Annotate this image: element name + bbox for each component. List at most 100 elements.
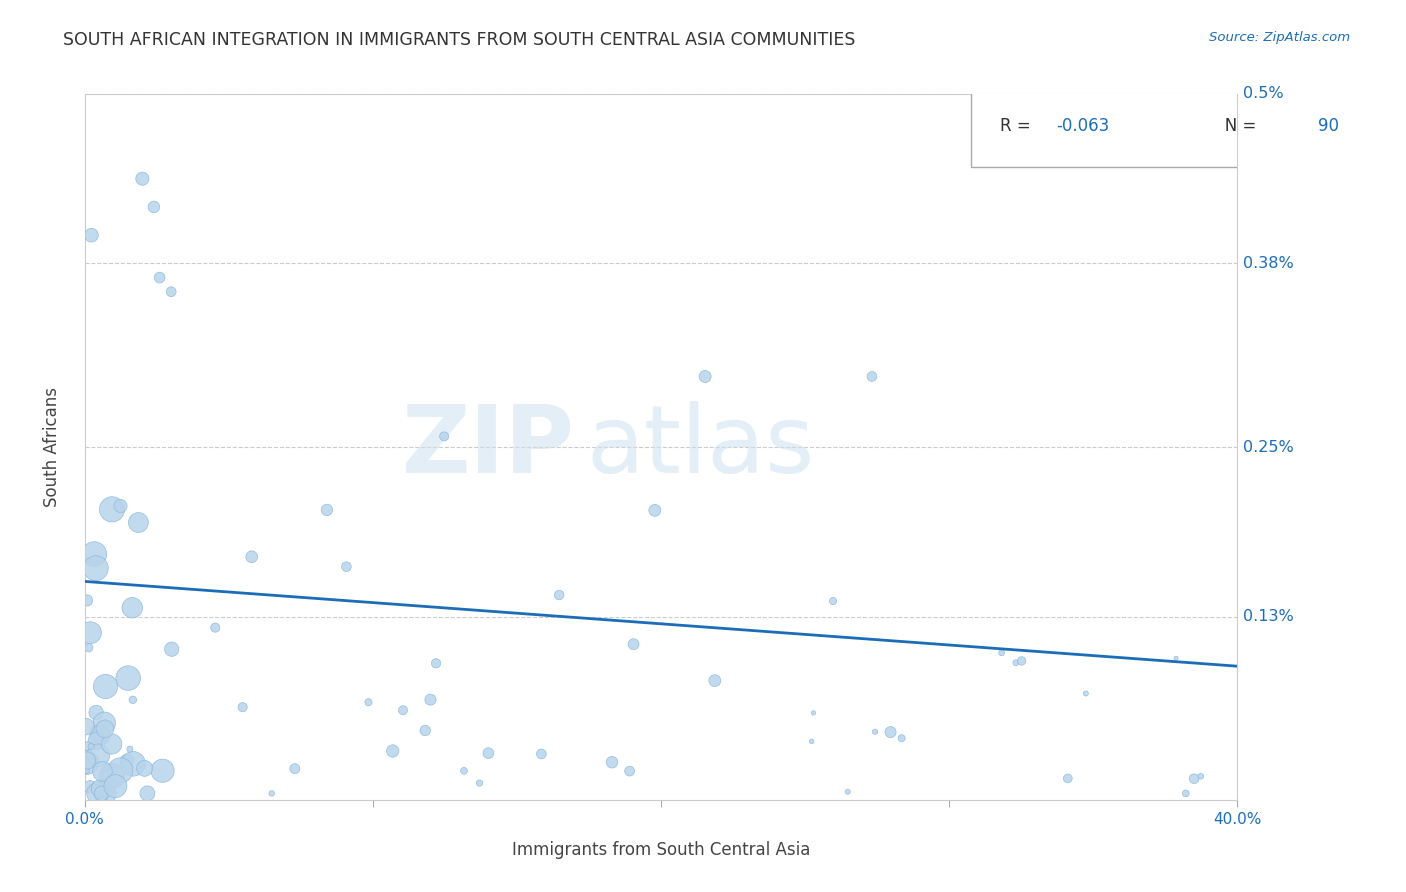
Point [600, 756, 623, 770]
Text: 0.25%: 0.25% [1243, 440, 1294, 455]
Point [77, 640, 100, 655]
Text: 0.13%: 0.13% [1243, 609, 1294, 624]
Point [160, 642, 183, 657]
Point [90, 786, 112, 800]
Point [419, 692, 441, 706]
Point [122, 756, 145, 771]
Point [381, 744, 404, 758]
Point [392, 703, 415, 717]
Point [79, 625, 101, 640]
Point [118, 742, 141, 756]
Point [76, 593, 98, 607]
Point [115, 754, 138, 768]
Point [84, 561, 107, 575]
Point [240, 549, 263, 564]
Point [260, 786, 283, 800]
Point [803, 706, 825, 720]
Point [204, 621, 226, 635]
Point [703, 673, 725, 688]
Text: 90: 90 [1319, 118, 1339, 136]
Point [284, 762, 307, 776]
Point [93, 716, 115, 731]
Point [357, 695, 380, 709]
Point [131, 171, 153, 186]
Text: R =: R = [1000, 118, 1036, 136]
Point [75, 720, 97, 734]
Point [837, 785, 859, 799]
Point [110, 499, 132, 513]
Point [142, 200, 165, 214]
Point [413, 723, 436, 738]
Point [468, 776, 491, 790]
Point [100, 737, 122, 751]
Point [76, 764, 98, 778]
Point [117, 671, 139, 685]
Point [316, 503, 339, 517]
Point [136, 786, 159, 800]
Point [80, 228, 103, 243]
Point [990, 646, 1012, 660]
Point [530, 747, 553, 761]
Point [94, 786, 117, 800]
Point [121, 600, 143, 615]
Point [548, 588, 571, 602]
Point [1011, 654, 1033, 668]
Point [695, 369, 717, 384]
Point [101, 502, 124, 516]
Point [77, 739, 100, 754]
Point [149, 270, 172, 285]
Point [425, 657, 447, 671]
Point [110, 764, 132, 778]
Point [890, 731, 912, 746]
Point [83, 547, 105, 561]
Point [79, 780, 101, 794]
Text: SOUTH AFRICAN INTEGRATION IN IMMIGRANTS FROM SOUTH CENTRAL ASIA COMMUNITIES: SOUTH AFRICAN INTEGRATION IN IMMIGRANTS … [63, 31, 856, 49]
Point [860, 369, 883, 384]
Point [1182, 772, 1205, 786]
Point [127, 516, 149, 530]
Point [152, 764, 174, 778]
Point [800, 734, 823, 748]
Point [433, 429, 456, 443]
Point [86, 786, 108, 800]
Point [91, 764, 114, 779]
Point [86, 733, 108, 747]
Point [1164, 651, 1187, 665]
Point [86, 723, 108, 738]
FancyBboxPatch shape [972, 86, 1406, 168]
Point [101, 769, 124, 783]
Point [623, 637, 645, 651]
Point [160, 285, 183, 299]
Point [232, 700, 254, 714]
Point [644, 503, 666, 517]
Point [335, 559, 357, 574]
Point [84, 706, 107, 720]
Text: atlas: atlas [586, 401, 814, 493]
Point [104, 779, 127, 793]
Text: 0.5%: 0.5% [1243, 87, 1284, 102]
Point [879, 725, 901, 739]
Point [1174, 786, 1197, 800]
Point [94, 680, 117, 694]
Text: 0.38%: 0.38% [1243, 256, 1294, 271]
Point [477, 746, 499, 760]
Point [89, 781, 111, 796]
Point [89, 729, 111, 743]
Point [453, 764, 475, 778]
Point [76, 756, 98, 770]
Point [1074, 686, 1097, 700]
Point [823, 594, 845, 608]
Point [93, 778, 115, 792]
Text: -0.063: -0.063 [1056, 118, 1109, 136]
Point [1189, 769, 1212, 783]
Point [121, 693, 143, 707]
Text: N =: N = [1209, 118, 1261, 136]
Point [87, 748, 110, 763]
Y-axis label: South Africans: South Africans [44, 387, 60, 508]
Text: Source: ZipAtlas.com: Source: ZipAtlas.com [1209, 31, 1350, 45]
Point [76, 754, 98, 768]
Point [1056, 772, 1078, 786]
Point [134, 761, 156, 775]
X-axis label: Immigrants from South Central Asia: Immigrants from South Central Asia [512, 841, 810, 859]
Point [1005, 656, 1028, 670]
